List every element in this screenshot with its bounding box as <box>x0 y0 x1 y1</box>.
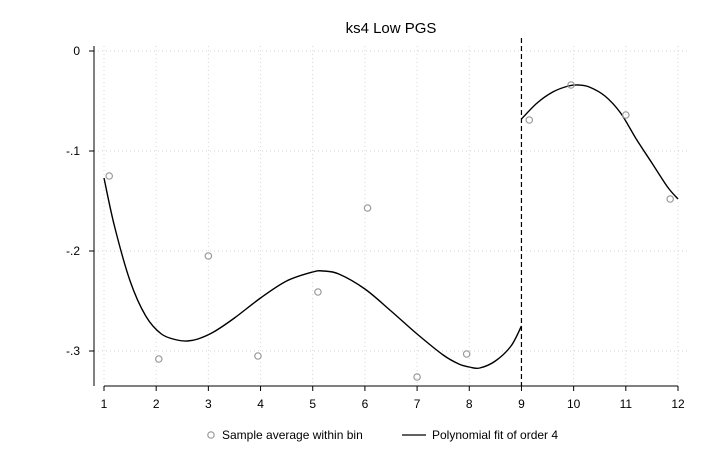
chart-title: ks4 Low PGS <box>346 20 437 37</box>
legend-label-scatter: Sample average within bin <box>222 428 363 442</box>
data-point-10 <box>622 111 630 119</box>
data-point-4 <box>314 288 322 296</box>
data-point-3 <box>254 352 262 360</box>
data-point-11 <box>666 195 674 203</box>
x-axis-ticks: 1 2 3 4 5 6 7 8 9 10 11 12 <box>101 386 685 411</box>
fit-line-segment-0 <box>103 177 523 370</box>
x-tick-label-4: 5 <box>309 397 316 411</box>
data-point-9 <box>567 81 575 89</box>
data-point-2 <box>204 252 213 260</box>
x-tick-label-1: 2 <box>153 397 160 411</box>
x-tick-label-9: 10 <box>567 397 581 411</box>
y-tick-label-0: 0 <box>73 44 80 58</box>
y-tick-label-1: -.1 <box>66 144 80 158</box>
data-point-6 <box>413 373 421 381</box>
legend: Sample average within bin Polynomial fit… <box>207 428 558 442</box>
y-axis-ticks: 0 -.1 -.2 -.3 <box>66 44 94 358</box>
x-tick-label-10: 11 <box>620 397 633 411</box>
y-tick-label-3: -.3 <box>66 344 80 358</box>
x-tick-label-6: 7 <box>414 397 421 411</box>
data-point-0 <box>105 172 114 180</box>
data-point-5 <box>363 204 372 212</box>
data-point-7 <box>462 350 471 358</box>
legend-marker-scatter <box>207 431 215 439</box>
x-tick-label-5: 6 <box>362 397 369 411</box>
gridlines <box>94 46 688 386</box>
x-tick-label-8: 9 <box>518 397 525 411</box>
x-tick-label-2: 3 <box>205 397 212 411</box>
data-point-8 <box>525 116 534 124</box>
data-point-1 <box>154 355 163 363</box>
y-tick-label-2: -.2 <box>66 244 80 258</box>
fit-line-segment-1 <box>520 84 679 200</box>
x-tick-label-11: 12 <box>671 397 685 411</box>
x-tick-label-3: 4 <box>257 397 264 411</box>
legend-label-fit: Polynomial fit of order 4 <box>432 428 558 442</box>
x-tick-label-7: 8 <box>466 397 473 411</box>
polynomial-fit-lines <box>103 84 679 370</box>
x-tick-label-0: 1 <box>101 397 108 411</box>
scatter-points <box>105 81 674 381</box>
